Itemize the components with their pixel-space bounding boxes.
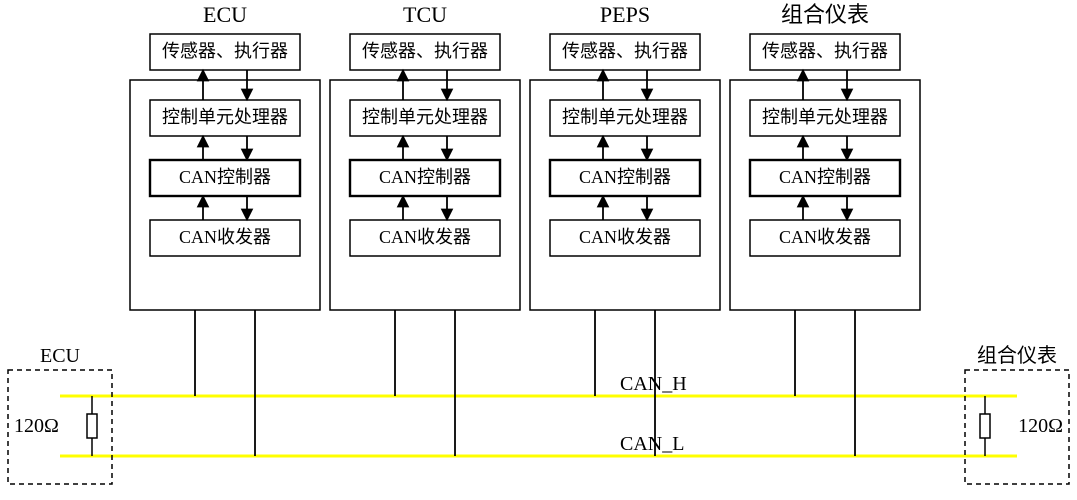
terminator-right: 组合仪表 120Ω bbox=[965, 344, 1069, 484]
svg-text:CAN收发器: CAN收发器 bbox=[779, 227, 871, 247]
sensor-label: 传感器、执行器 bbox=[762, 41, 888, 61]
svg-text:组合仪表: 组合仪表 bbox=[977, 344, 1057, 367]
svg-text:控制单元处理器: 控制单元处理器 bbox=[562, 107, 688, 127]
svg-text:CAN控制器: CAN控制器 bbox=[179, 167, 271, 187]
node-title: ECU bbox=[203, 2, 247, 27]
can-l-label: CAN_L bbox=[620, 433, 684, 455]
svg-text:CAN控制器: CAN控制器 bbox=[579, 167, 671, 187]
sensor-label: 传感器、执行器 bbox=[562, 41, 688, 61]
svg-text:控制单元处理器: 控制单元处理器 bbox=[362, 107, 488, 127]
svg-text:ECU: ECU bbox=[40, 345, 81, 367]
node-1: TCU 传感器、执行器控制单元处理器 CAN控制器 CAN收发器 bbox=[330, 2, 520, 456]
node-title: 组合仪表 bbox=[781, 2, 869, 27]
svg-text:120Ω: 120Ω bbox=[1018, 415, 1063, 437]
svg-text:CAN收发器: CAN收发器 bbox=[379, 227, 471, 247]
svg-text:120Ω: 120Ω bbox=[14, 415, 59, 437]
svg-text:控制单元处理器: 控制单元处理器 bbox=[762, 107, 888, 127]
svg-text:CAN控制器: CAN控制器 bbox=[379, 167, 471, 187]
can-bus-diagram: CAN_HCAN_LECU120Ω组合仪表120ΩECU传感器、执行器控制单元处… bbox=[0, 0, 1077, 500]
terminator-left: ECU 120Ω bbox=[8, 345, 112, 484]
svg-text:CAN控制器: CAN控制器 bbox=[779, 167, 871, 187]
sensor-label: 传感器、执行器 bbox=[362, 41, 488, 61]
svg-text:CAN收发器: CAN收发器 bbox=[179, 227, 271, 247]
svg-text:控制单元处理器: 控制单元处理器 bbox=[162, 107, 288, 127]
sensor-label: 传感器、执行器 bbox=[162, 41, 288, 61]
svg-text:CAN收发器: CAN收发器 bbox=[579, 227, 671, 247]
can-h-label: CAN_H bbox=[620, 373, 687, 395]
node-0: ECU 传感器、执行器控制单元处理器 CAN控制器 CAN收发器 bbox=[130, 2, 320, 456]
node-title: TCU bbox=[403, 2, 447, 27]
node-3: 组合仪表传感器、执行器控制单元处理器 CAN控制器 CAN收发器 bbox=[730, 2, 920, 456]
node-title: PEPS bbox=[600, 2, 650, 27]
